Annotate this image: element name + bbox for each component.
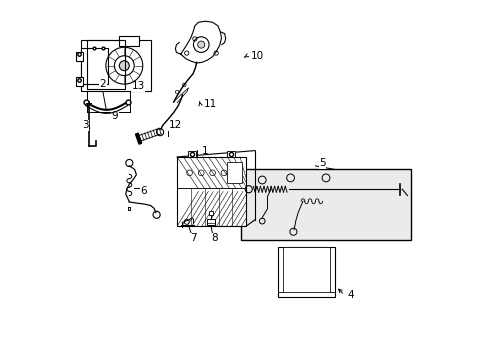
Bar bbox=[226, 162, 242, 183]
Text: 3: 3 bbox=[81, 120, 88, 130]
Polygon shape bbox=[139, 129, 161, 141]
Bar bbox=[241, 169, 410, 240]
Bar bbox=[81, 40, 150, 91]
Text: 11: 11 bbox=[203, 99, 217, 109]
Bar bbox=[86, 40, 124, 89]
Circle shape bbox=[119, 61, 129, 71]
Bar bbox=[188, 150, 196, 157]
Bar bbox=[177, 157, 246, 226]
Bar bbox=[76, 77, 82, 86]
Text: 12: 12 bbox=[168, 120, 182, 130]
Bar bbox=[283, 247, 329, 292]
Bar bbox=[206, 219, 215, 225]
Bar bbox=[208, 211, 212, 215]
Text: 2: 2 bbox=[99, 79, 106, 89]
Text: 4: 4 bbox=[346, 290, 353, 300]
Bar bbox=[76, 52, 82, 60]
Polygon shape bbox=[181, 21, 221, 63]
Bar bbox=[81, 48, 107, 84]
Bar bbox=[226, 150, 234, 157]
Text: 13: 13 bbox=[131, 81, 144, 91]
Polygon shape bbox=[135, 133, 142, 144]
Text: 1: 1 bbox=[202, 146, 208, 156]
Circle shape bbox=[197, 41, 204, 48]
Text: 7: 7 bbox=[189, 234, 196, 243]
Bar bbox=[278, 247, 334, 297]
Text: 8: 8 bbox=[211, 234, 218, 243]
Text: 5: 5 bbox=[319, 158, 325, 168]
Text: 9: 9 bbox=[112, 111, 118, 121]
Text: 6: 6 bbox=[140, 186, 146, 196]
Bar bbox=[119, 36, 139, 46]
Text: 10: 10 bbox=[250, 51, 264, 61]
